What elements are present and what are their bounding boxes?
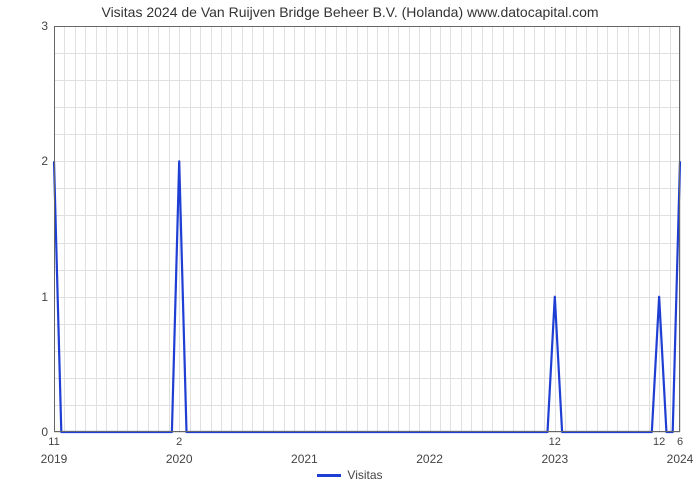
chart-plot-area: 0123 11212126 201920202021202220232024	[54, 26, 680, 432]
x-year-label: 2021	[291, 452, 318, 466]
legend-swatch	[317, 474, 341, 477]
series-line	[54, 26, 680, 432]
legend: Visitas	[0, 468, 700, 482]
y-tick-label: 3	[41, 19, 48, 33]
legend-label: Visitas	[347, 468, 382, 482]
data-point-label: 6	[677, 436, 683, 448]
data-point-label: 11	[48, 436, 59, 448]
y-tick-label: 2	[41, 154, 48, 168]
gridline-vertical	[680, 26, 681, 432]
data-point-label: 12	[549, 436, 561, 448]
chart-title: Visitas 2024 de Van Ruijven Bridge Behee…	[0, 4, 700, 20]
x-year-label: 2020	[166, 452, 193, 466]
data-point-label: 2	[176, 436, 182, 448]
x-year-label: 2023	[541, 452, 568, 466]
x-year-label: 2022	[416, 452, 443, 466]
y-tick-label: 1	[41, 290, 48, 304]
data-point-label: 12	[653, 436, 665, 448]
y-tick-label: 0	[41, 425, 48, 439]
x-year-label: 2024	[667, 452, 694, 466]
x-year-label: 2019	[41, 452, 68, 466]
